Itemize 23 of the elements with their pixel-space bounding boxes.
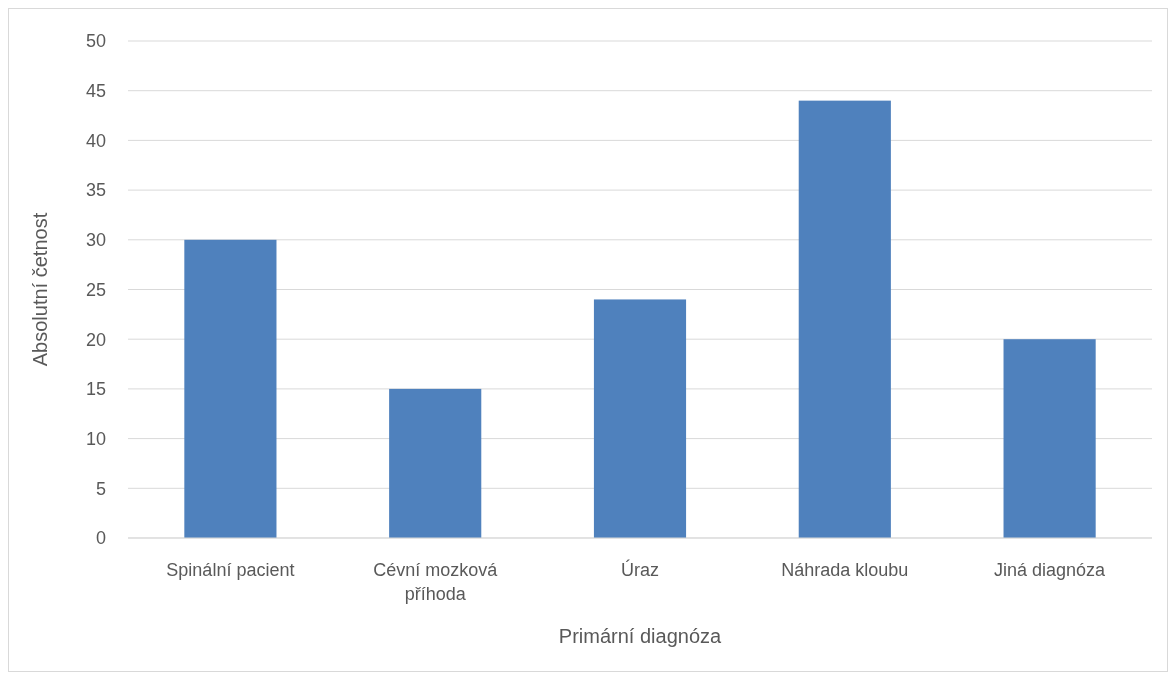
bar bbox=[1003, 339, 1096, 538]
x-tick-label: Spinální pacient bbox=[166, 560, 295, 580]
y-tick-label: 40 bbox=[85, 130, 106, 151]
y-axis-title: Absolutní četnost bbox=[29, 212, 51, 367]
y-tick-label: 5 bbox=[95, 478, 106, 499]
y-tick-label: 35 bbox=[85, 180, 106, 201]
y-tick-label: 45 bbox=[85, 81, 106, 101]
bar bbox=[593, 299, 687, 538]
y-tick-label: 15 bbox=[85, 379, 106, 400]
x-tick-label: Jiná diagnóza bbox=[994, 560, 1107, 580]
x-tick-label: Náhrada kloubu bbox=[781, 560, 909, 580]
y-tick-label: 20 bbox=[85, 329, 106, 350]
bar bbox=[184, 239, 277, 538]
bar bbox=[389, 388, 482, 538]
y-tick-label: 25 bbox=[85, 279, 106, 300]
x-axis-title: Primární diagnóza bbox=[558, 625, 723, 647]
y-tick-label: 10 bbox=[85, 428, 106, 449]
bar bbox=[798, 100, 891, 538]
x-tick-label: Úraz bbox=[620, 559, 660, 580]
x-tick-label: Cévní mozková příhoda bbox=[373, 560, 499, 604]
y-tick-label: 30 bbox=[85, 230, 106, 251]
y-tick-label: 0 bbox=[95, 528, 106, 549]
y-tick-label: 50 bbox=[85, 31, 106, 52]
